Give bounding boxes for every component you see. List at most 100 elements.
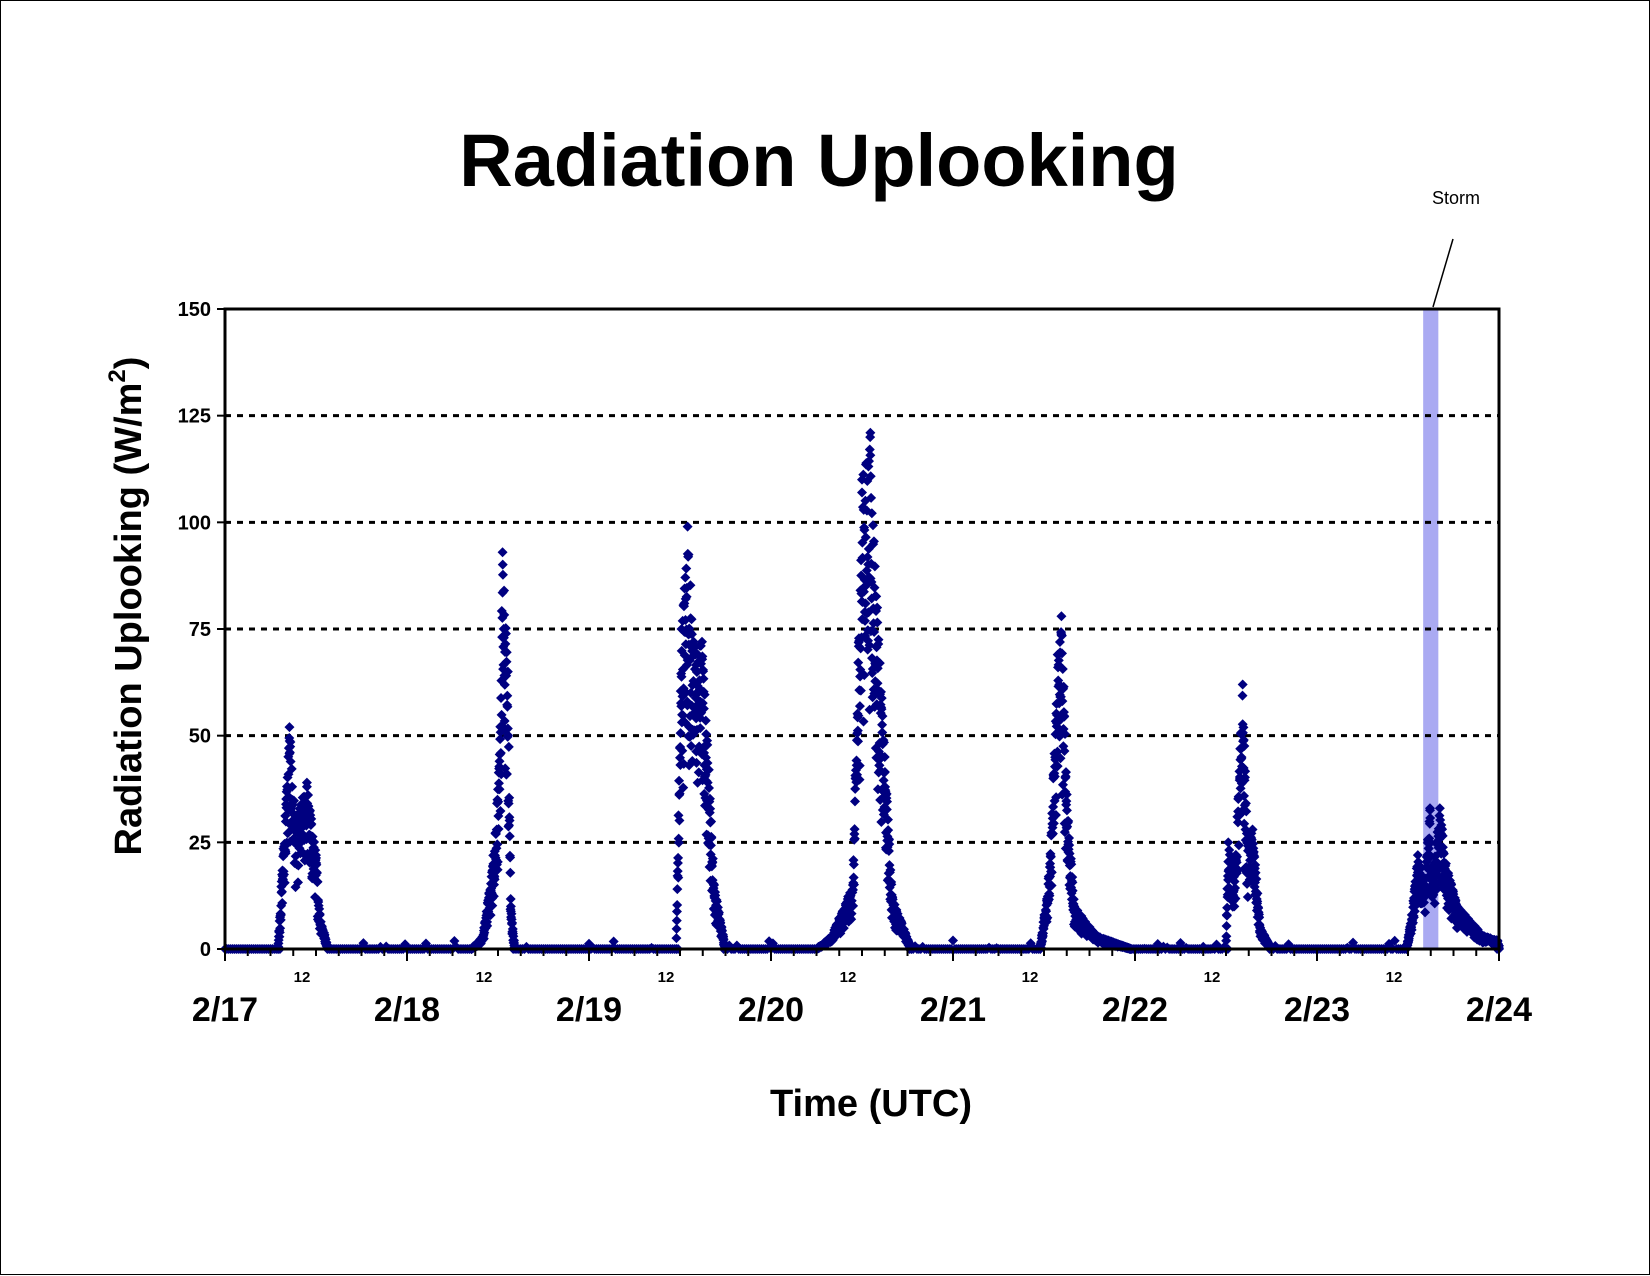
data-point [1066, 859, 1077, 870]
x-hour-label: 12 [840, 969, 857, 986]
data-point [859, 670, 870, 681]
data-point [1047, 828, 1058, 839]
data-point [1061, 805, 1072, 816]
data-point [1230, 893, 1241, 904]
data-point [1241, 806, 1252, 817]
data-point [485, 910, 496, 921]
data-point [672, 900, 683, 911]
data-point [698, 666, 709, 677]
data-point [494, 784, 505, 795]
data-point [881, 804, 892, 815]
data-point-peak [502, 666, 513, 677]
data-point [874, 658, 885, 669]
data-point [1425, 812, 1436, 823]
data-point [706, 816, 717, 827]
data-point [680, 572, 691, 583]
x-day-label: 2/17 [192, 991, 258, 1029]
data-point [286, 763, 297, 774]
data-point [493, 796, 504, 807]
data-point [303, 789, 314, 800]
data-point [846, 914, 857, 925]
data-point [1389, 935, 1400, 946]
data-point [1406, 924, 1417, 935]
data-point-peak [1419, 880, 1430, 890]
data-point [287, 781, 298, 792]
data-point-peak [1242, 837, 1253, 848]
data-point [697, 651, 708, 662]
data-point [493, 778, 504, 789]
data-point [1059, 711, 1070, 722]
data-point [867, 520, 878, 531]
data-point-peak [1412, 850, 1423, 861]
data-point [876, 693, 887, 704]
data-point [674, 775, 685, 786]
data-point-peak [505, 901, 516, 912]
data-point [672, 884, 683, 895]
data-point [289, 795, 300, 806]
data-point [493, 824, 504, 835]
data-point [503, 798, 514, 809]
data-point-peak [887, 892, 898, 903]
data-point [1230, 882, 1241, 893]
data-point-peak [1406, 909, 1417, 920]
data-point-peak [1052, 649, 1063, 660]
data-point [1067, 885, 1078, 896]
data-point [854, 701, 865, 712]
data-point [671, 923, 682, 934]
data-point [1420, 907, 1431, 918]
data-point [1221, 931, 1232, 942]
data-point [1240, 798, 1251, 809]
data-point [504, 831, 515, 842]
data-point [860, 598, 871, 609]
data-point-peak [857, 474, 867, 485]
data-point [1056, 630, 1067, 641]
data-point [676, 671, 687, 682]
data-point [869, 582, 880, 593]
data-point-peak [1223, 837, 1234, 848]
data-point [878, 737, 889, 748]
storm-annotation-leader [1432, 238, 1454, 308]
data-point [1239, 741, 1250, 752]
data-point-peak [477, 931, 488, 942]
data-point [312, 876, 323, 887]
data-point [673, 872, 684, 883]
data-point [505, 867, 516, 878]
data-point [488, 891, 499, 902]
data-point [859, 524, 870, 535]
data-point [499, 715, 510, 726]
x-hour-label: 12 [1386, 969, 1403, 986]
data-point [1057, 696, 1068, 707]
data-point-peak [1063, 816, 1074, 826]
data-point [1050, 809, 1061, 820]
data-point [1064, 840, 1075, 851]
data-point [702, 757, 713, 768]
data-point [1067, 872, 1078, 883]
data-point-peak [1434, 803, 1445, 814]
data-point [848, 872, 859, 883]
x-hour-label: 12 [476, 969, 493, 986]
data-point [683, 549, 694, 560]
y-tick-label: 50 [189, 726, 211, 748]
data-point [1424, 818, 1435, 829]
data-point [280, 848, 291, 859]
data-point-peak [494, 756, 505, 767]
data-point [311, 859, 322, 870]
data-point [502, 690, 513, 701]
data-point [1249, 852, 1260, 863]
data-point-peak [1045, 858, 1056, 869]
x-day-label: 2/18 [374, 991, 440, 1029]
data-point [284, 747, 295, 758]
data-point [846, 908, 857, 919]
x-day-label: 2/22 [1102, 991, 1168, 1029]
data-point [705, 840, 716, 851]
data-point [1238, 722, 1249, 733]
data-point [501, 656, 512, 667]
data-point [848, 859, 859, 870]
data-point [495, 734, 506, 745]
data-point [848, 900, 859, 911]
data-point-peak [497, 547, 508, 558]
data-point [1060, 767, 1071, 778]
x-hour-label: 12 [658, 969, 675, 986]
data-point [885, 865, 896, 876]
